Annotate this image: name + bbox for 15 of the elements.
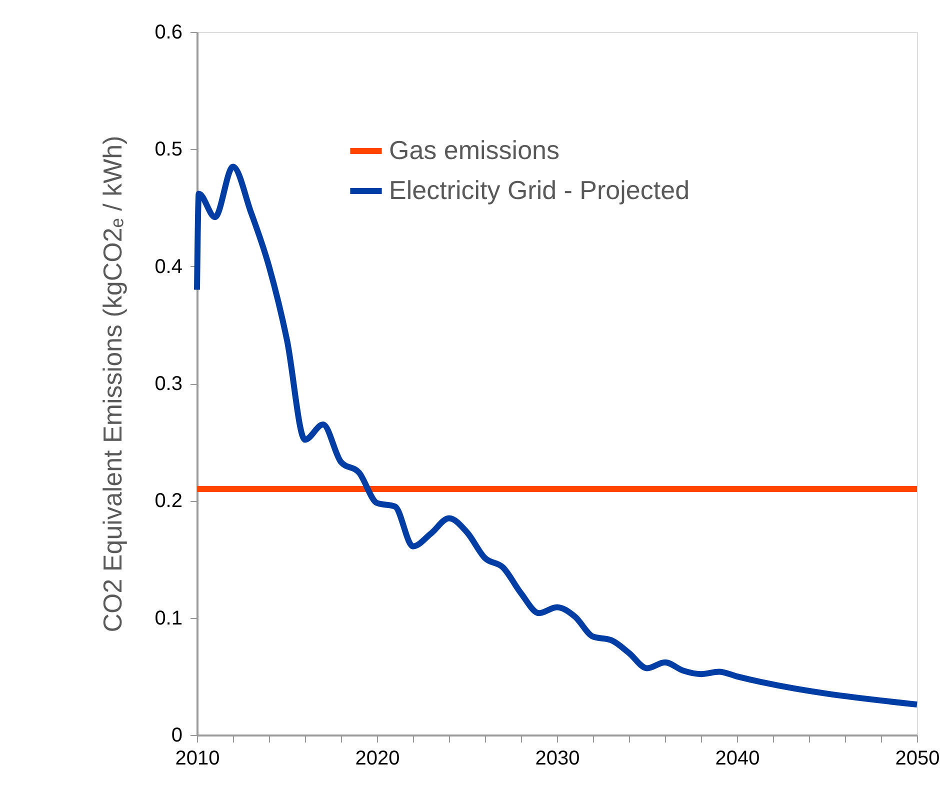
y-tick-label: 0.6 [154,22,182,44]
y-tick-label: 0.4 [154,256,182,278]
x-tick-label: 2010 [175,748,220,770]
x-tick-label: 2020 [355,748,400,770]
y-tick-label: 0.2 [154,490,182,512]
y-tick-label: 0.5 [154,138,182,161]
x-tick-label: 2050 [895,748,940,770]
y-tick-label: 0.1 [154,607,182,630]
x-tick-label: 2040 [715,748,760,770]
legend-label: Electricity Grid - Projected [389,175,690,205]
x-tick-label: 2030 [535,748,580,770]
y-axis-title: CO2 Equivalent Emissions (kgCO2ₑ / kWh) [98,136,128,632]
y-tick-label: 0.3 [154,373,182,395]
legend-label: Gas emissions [389,135,560,165]
y-tick-label: 0 [171,724,182,746]
